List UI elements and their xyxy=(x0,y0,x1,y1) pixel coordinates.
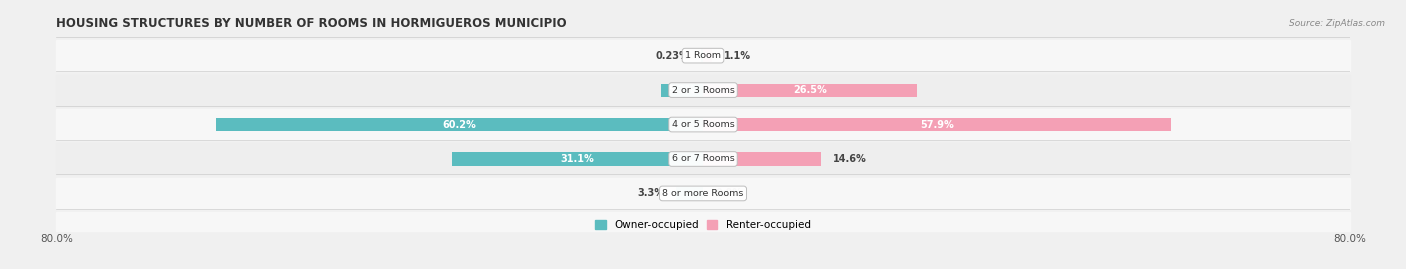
Text: 0.23%: 0.23% xyxy=(655,51,689,61)
Text: 14.6%: 14.6% xyxy=(834,154,868,164)
Legend: Owner-occupied, Renter-occupied: Owner-occupied, Renter-occupied xyxy=(595,220,811,230)
Text: 0.0%: 0.0% xyxy=(716,189,742,199)
Bar xyxy=(56,213,1350,231)
Text: 60.2%: 60.2% xyxy=(443,119,477,130)
Text: HOUSING STRUCTURES BY NUMBER OF ROOMS IN HORMIGUEROS MUNICIPIO: HOUSING STRUCTURES BY NUMBER OF ROOMS IN… xyxy=(56,17,567,30)
Bar xyxy=(217,118,703,131)
Bar xyxy=(56,75,1350,106)
Bar xyxy=(703,118,1171,131)
Text: 3.3%: 3.3% xyxy=(637,189,664,199)
Text: 6 or 7 Rooms: 6 or 7 Rooms xyxy=(672,154,734,164)
Text: 26.5%: 26.5% xyxy=(793,85,827,95)
Text: 5.2%: 5.2% xyxy=(668,85,696,95)
Text: 1 Room: 1 Room xyxy=(685,51,721,60)
Bar xyxy=(56,109,1350,140)
Text: 1.1%: 1.1% xyxy=(724,51,751,61)
Bar xyxy=(56,178,1350,209)
Bar xyxy=(56,40,1350,71)
Bar xyxy=(703,49,711,62)
Bar xyxy=(703,153,821,165)
Text: 57.9%: 57.9% xyxy=(920,119,953,130)
Text: 2 or 3 Rooms: 2 or 3 Rooms xyxy=(672,86,734,95)
Bar xyxy=(702,49,703,62)
Bar xyxy=(661,84,703,97)
Bar xyxy=(676,187,703,200)
Bar xyxy=(56,143,1350,175)
Text: 31.1%: 31.1% xyxy=(561,154,595,164)
Bar xyxy=(703,84,917,97)
Bar xyxy=(451,153,703,165)
Text: Source: ZipAtlas.com: Source: ZipAtlas.com xyxy=(1289,19,1385,28)
Text: 4 or 5 Rooms: 4 or 5 Rooms xyxy=(672,120,734,129)
Text: 8 or more Rooms: 8 or more Rooms xyxy=(662,189,744,198)
